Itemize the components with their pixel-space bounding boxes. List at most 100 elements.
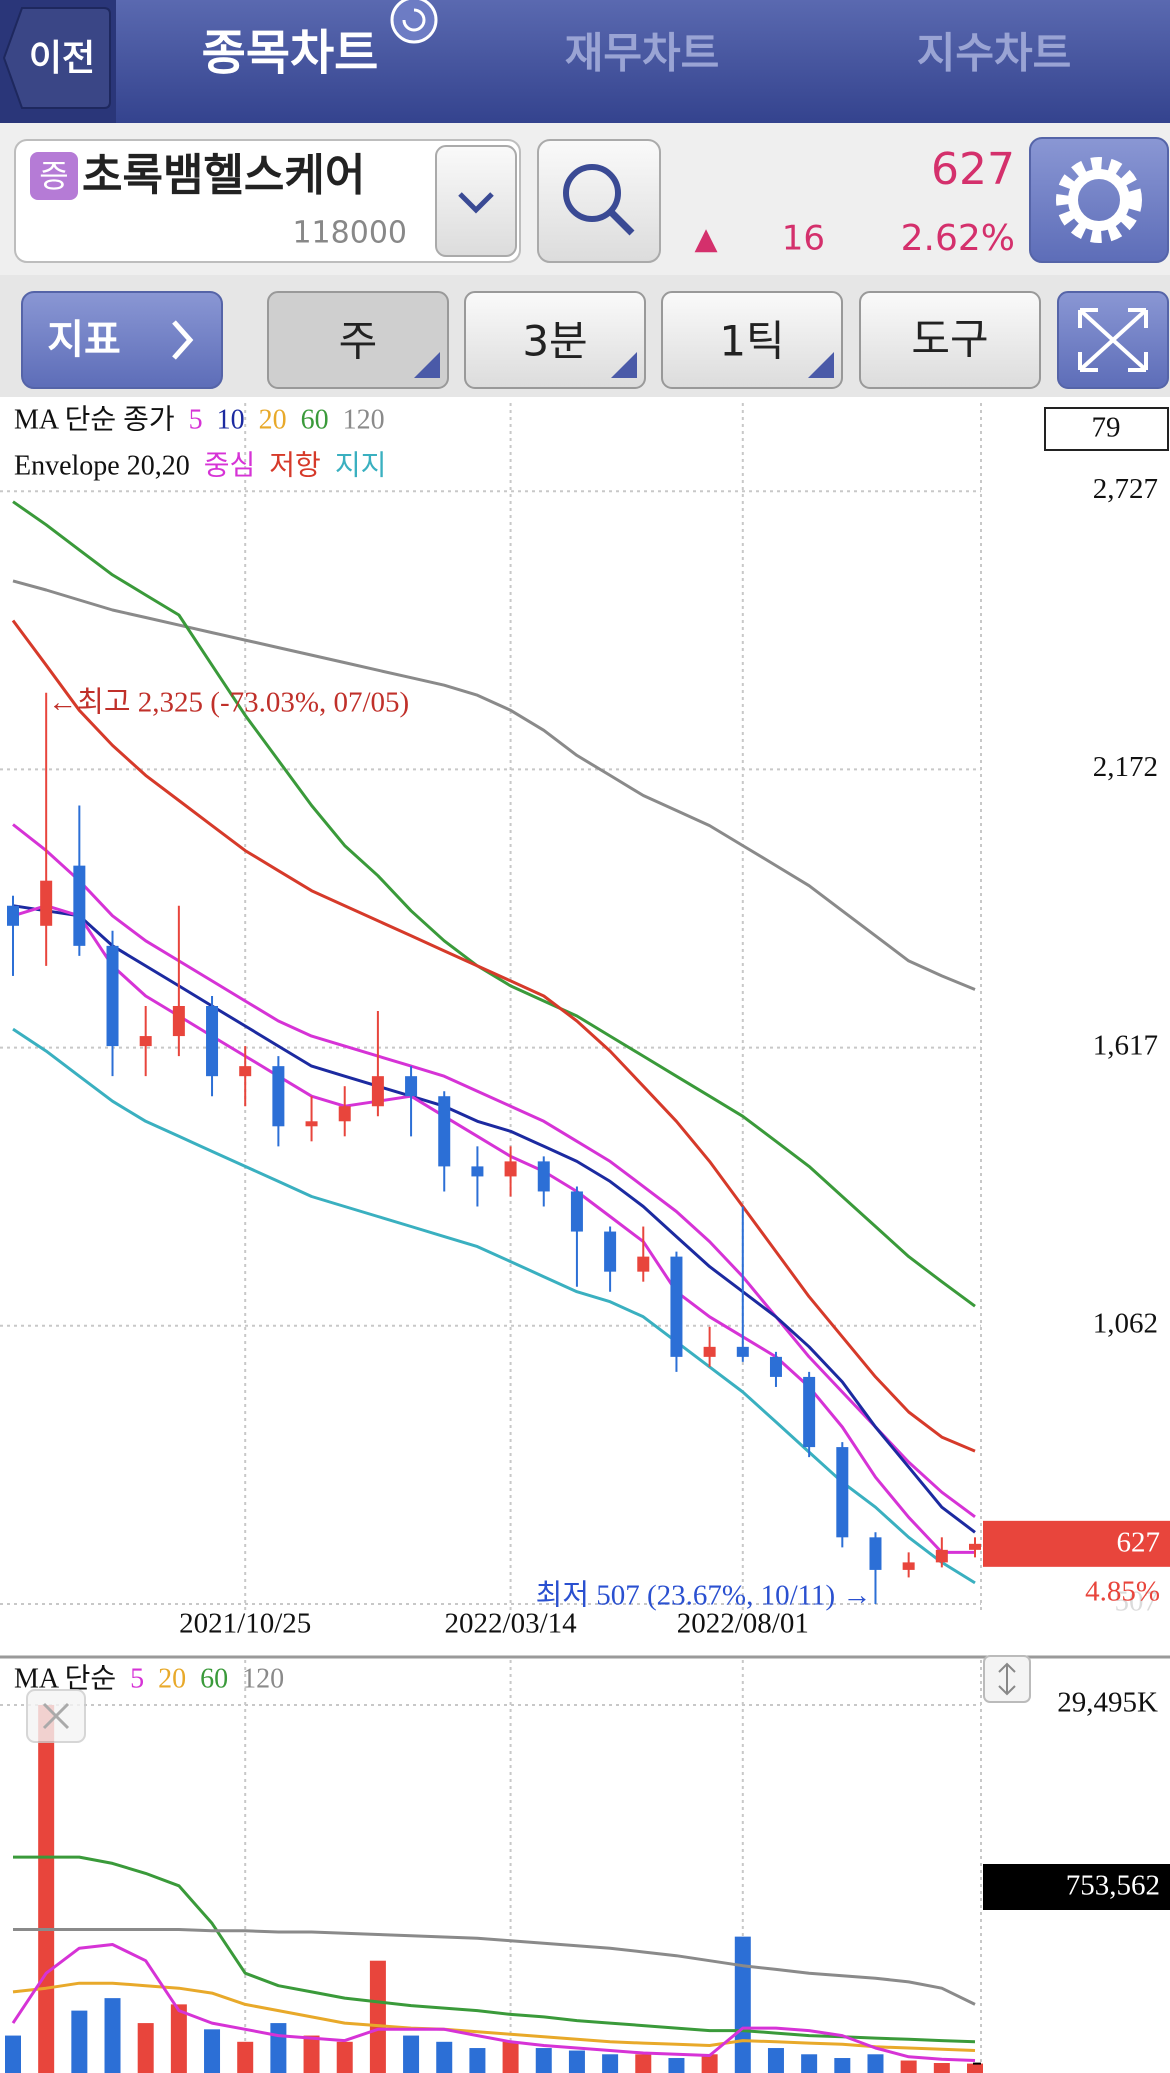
legend-title: Envelope 20,20 — [14, 450, 190, 481]
volume-bar — [204, 2029, 221, 2073]
candle-body — [736, 1346, 749, 1357]
legend-item: 5 — [130, 1663, 144, 1694]
current-volume-label: 753,562 — [1066, 1870, 1160, 1902]
candle-body — [969, 1543, 981, 1550]
tick-button[interactable]: 1틱 — [661, 291, 843, 389]
candle-body — [769, 1356, 782, 1377]
legend-item: 60 — [301, 404, 329, 435]
y-tick-label: 29,495K — [1057, 1687, 1158, 1719]
legend-item: 지지 — [335, 450, 387, 481]
tab[interactable]: 재무차트 — [565, 29, 720, 78]
stock-code: 118000 — [292, 216, 407, 251]
search-button[interactable] — [537, 139, 661, 263]
candle-body — [371, 1076, 384, 1107]
stock-field[interactable] — [14, 139, 521, 263]
current-price-box — [983, 1520, 1170, 1567]
volume-bar — [38, 1704, 55, 2073]
x-tick-label: 2022/08/01 — [677, 1608, 809, 1640]
ma-line — [12, 904, 976, 1534]
volume-bar — [469, 2048, 486, 2073]
candle-body — [504, 1161, 517, 1177]
candle-body — [405, 1076, 418, 1097]
x-tick-label: 2022/03/14 — [445, 1608, 578, 1640]
volume-bar — [369, 1960, 386, 2073]
legend-item: 60 — [200, 1663, 228, 1694]
stock-name: 초록뱀헬스케어 — [82, 150, 365, 201]
volume-bar — [535, 2048, 552, 2073]
volume-bar — [734, 1936, 751, 2073]
volume-bar — [336, 2041, 353, 2073]
back-label[interactable]: 이전 — [29, 38, 95, 79]
candle-body — [803, 1376, 816, 1448]
volume-bar — [436, 2041, 453, 2073]
change-pct: 2.62% — [901, 218, 1015, 259]
volume-bar — [967, 2063, 983, 2073]
y-tick-label: 1,617 — [1093, 1029, 1158, 1061]
current-change-label: 4.85% — [1085, 1575, 1160, 1607]
annotation-high: ←최고 2,325 (-73.03%, 07/05) — [48, 686, 409, 718]
legend-item: 5 — [189, 404, 203, 435]
period-label[interactable]: 주 — [339, 317, 378, 366]
candle-body — [7, 905, 19, 926]
plot: 2,7272,1721,6171,0625072021/10/252022/03… — [0, 403, 1170, 2073]
minute-button[interactable]: 3분 — [464, 291, 646, 389]
candle-body — [604, 1231, 617, 1272]
expand-button[interactable] — [1057, 291, 1169, 389]
tick-label[interactable]: 1틱 — [719, 317, 784, 366]
change-sign: ▲ — [694, 222, 717, 257]
refresh-icon[interactable] — [390, 0, 438, 44]
minute-label[interactable]: 3분 — [522, 317, 587, 366]
candle-body — [40, 880, 53, 926]
value-box — [1044, 407, 1169, 451]
ma-line — [12, 823, 976, 1519]
market-badge — [30, 152, 78, 200]
candle-body — [305, 1121, 318, 1127]
dropdown-button[interactable] — [435, 145, 517, 257]
y-tick-label: 2,172 — [1093, 751, 1158, 783]
back-button[interactable]: 이전 — [0, 0, 116, 123]
candle-body — [637, 1256, 650, 1272]
volume-bar — [403, 2035, 420, 2073]
refresh-arrow — [402, 8, 426, 32]
volume-ma-line — [12, 1981, 976, 2052]
tab-active[interactable]: 종목차트 — [202, 25, 379, 81]
volume-bar — [602, 2054, 619, 2073]
indicator-label[interactable]: 지표 — [47, 317, 121, 363]
volume-bar — [900, 2060, 917, 2073]
resize-handle[interactable] — [983, 1655, 1031, 1703]
volume-bar — [303, 2035, 320, 2073]
settings-button[interactable] — [1029, 137, 1169, 263]
candle-body — [438, 1096, 451, 1167]
tools-button[interactable]: 도구 — [859, 291, 1041, 389]
candle-body — [471, 1166, 484, 1177]
volume-bar — [867, 2054, 884, 2073]
period-button[interactable]: 주 — [267, 291, 449, 389]
indicator-button[interactable]: 지표 — [21, 291, 223, 389]
legend-item: 120 — [242, 1663, 284, 1694]
tab[interactable]: 지수차트 — [917, 29, 1072, 78]
change-bg — [1040, 1573, 1170, 1614]
current-price-label: 627 — [1117, 1526, 1161, 1558]
volume-bar — [635, 2054, 652, 2073]
tools-label[interactable]: 도구 — [911, 315, 988, 364]
close-indicator[interactable] — [26, 1689, 86, 1743]
header-bar — [0, 0, 1170, 123]
volume-bar — [270, 2023, 287, 2073]
value-box-label: 79 — [1092, 412, 1121, 444]
candle-body — [836, 1447, 849, 1538]
volume-ma-line — [13, 1928, 976, 2006]
candle-body — [338, 1106, 351, 1122]
volume-bar — [502, 2041, 519, 2073]
legend-item: 저항 — [269, 450, 321, 481]
chart-area — [0, 397, 1170, 2073]
candle-body — [206, 1005, 219, 1077]
legend-item: 20 — [259, 404, 287, 435]
legend-item: 120 — [343, 404, 385, 435]
legend-title: MA 단순 종가 — [14, 403, 175, 435]
current-volume-box — [983, 1864, 1170, 1910]
candle-body — [670, 1256, 683, 1357]
volume-bar — [237, 2041, 254, 2073]
candle-body — [172, 1005, 185, 1037]
legend-item: 20 — [158, 1663, 186, 1694]
candle-body — [537, 1161, 550, 1192]
